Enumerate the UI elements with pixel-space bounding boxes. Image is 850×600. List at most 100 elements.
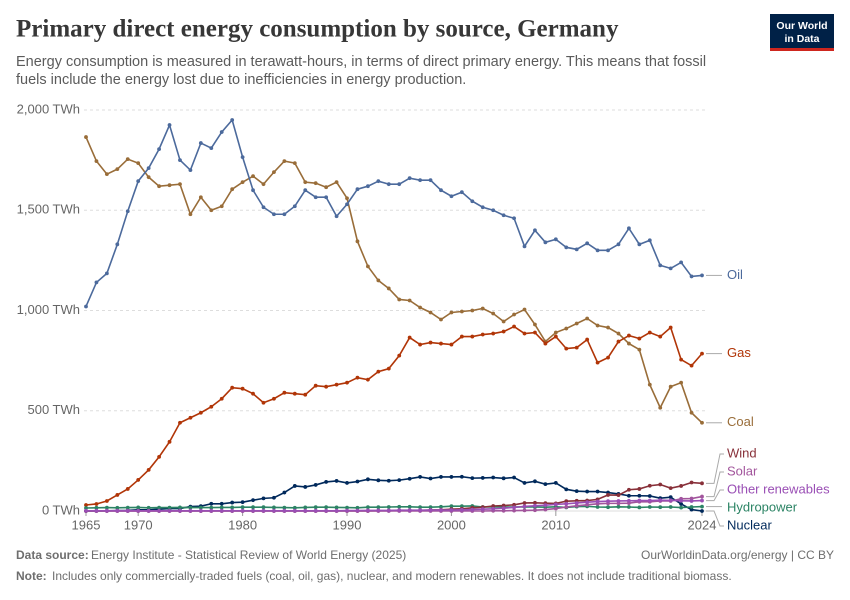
series-label: Solar [727, 463, 758, 478]
data-point [397, 353, 402, 358]
data-point [449, 194, 454, 199]
data-point [251, 174, 255, 179]
data-point [167, 439, 172, 444]
x-tick-label: 1980 [228, 517, 257, 532]
data-point [345, 481, 349, 485]
data-point [595, 248, 600, 253]
data-point [219, 501, 224, 506]
logo-text: in Data [784, 33, 819, 45]
data-point [115, 508, 120, 513]
data-point [178, 158, 182, 163]
data-point [104, 505, 109, 510]
data-point [303, 188, 308, 193]
data-point [115, 505, 120, 510]
data-point [104, 271, 109, 276]
data-point [595, 505, 600, 509]
credit: OurWorldinData.org/energy | CC BY [641, 548, 834, 562]
data-point [188, 505, 193, 510]
data-point [491, 208, 496, 213]
data-point [449, 475, 454, 479]
data-point [334, 180, 339, 185]
y-tick-label: 1,000 TWh [17, 302, 80, 317]
series-label: Coal [727, 414, 754, 429]
data-point [428, 310, 433, 315]
data-point [606, 325, 610, 330]
data-point [125, 209, 130, 214]
data-point [219, 130, 224, 134]
data-point [365, 377, 370, 382]
data-point [397, 508, 402, 513]
data-point [157, 508, 161, 513]
data-point [355, 239, 360, 244]
data-point [407, 298, 412, 303]
data-point [386, 286, 391, 291]
data-point [303, 180, 308, 185]
data-point [533, 322, 537, 327]
data-point [251, 508, 255, 513]
data-point [553, 506, 558, 511]
data-point [512, 502, 516, 507]
data-point [292, 484, 297, 488]
data-point [595, 323, 600, 328]
data-point [167, 505, 172, 510]
data-point [272, 212, 276, 217]
data-point [606, 355, 610, 360]
data-point [376, 508, 381, 513]
data-point [386, 505, 391, 509]
data-point [449, 342, 454, 347]
data-point [700, 498, 704, 503]
data-point [84, 135, 88, 139]
data-point [501, 319, 506, 324]
data-point [397, 478, 402, 483]
data-point [282, 159, 287, 164]
data-point [418, 505, 423, 510]
series-line [85, 118, 703, 307]
data-point [313, 483, 318, 487]
data-point [94, 159, 99, 164]
data-point [679, 260, 684, 265]
data-point [345, 505, 349, 510]
data-point [230, 118, 235, 122]
data-point [689, 480, 694, 485]
data-point [647, 483, 652, 488]
data-point [585, 500, 590, 505]
data-point [345, 380, 349, 385]
data-point [240, 500, 245, 505]
data-point [574, 247, 579, 252]
data-point [668, 384, 673, 389]
data-point [365, 184, 370, 189]
data-point [198, 195, 203, 200]
data-point [512, 216, 516, 221]
data-point [459, 190, 464, 195]
data-point [209, 208, 214, 213]
data-point [512, 475, 516, 480]
data-point [94, 280, 99, 285]
data-point [136, 508, 141, 513]
data-point [574, 321, 579, 326]
data-point [480, 507, 485, 512]
data-point [240, 386, 245, 391]
data-point [292, 505, 297, 510]
data-point [428, 340, 433, 345]
data-point [491, 504, 496, 508]
logo-text: Our World [776, 20, 827, 32]
data-point [522, 501, 527, 505]
data-point [679, 484, 684, 488]
data-point [146, 166, 151, 171]
data-point [136, 505, 141, 510]
data-point [543, 240, 548, 245]
data-point [365, 264, 370, 269]
data-point [146, 467, 151, 472]
data-point [313, 383, 318, 388]
data-point [376, 278, 381, 283]
data-point [272, 396, 276, 401]
data-point [637, 498, 642, 503]
data-point [355, 508, 360, 513]
data-point [439, 317, 443, 322]
data-point [94, 505, 99, 510]
data-point [543, 341, 548, 346]
data-point [679, 498, 684, 503]
data-point [292, 161, 297, 166]
series-label: Wind [727, 445, 757, 460]
data-point [501, 329, 506, 334]
